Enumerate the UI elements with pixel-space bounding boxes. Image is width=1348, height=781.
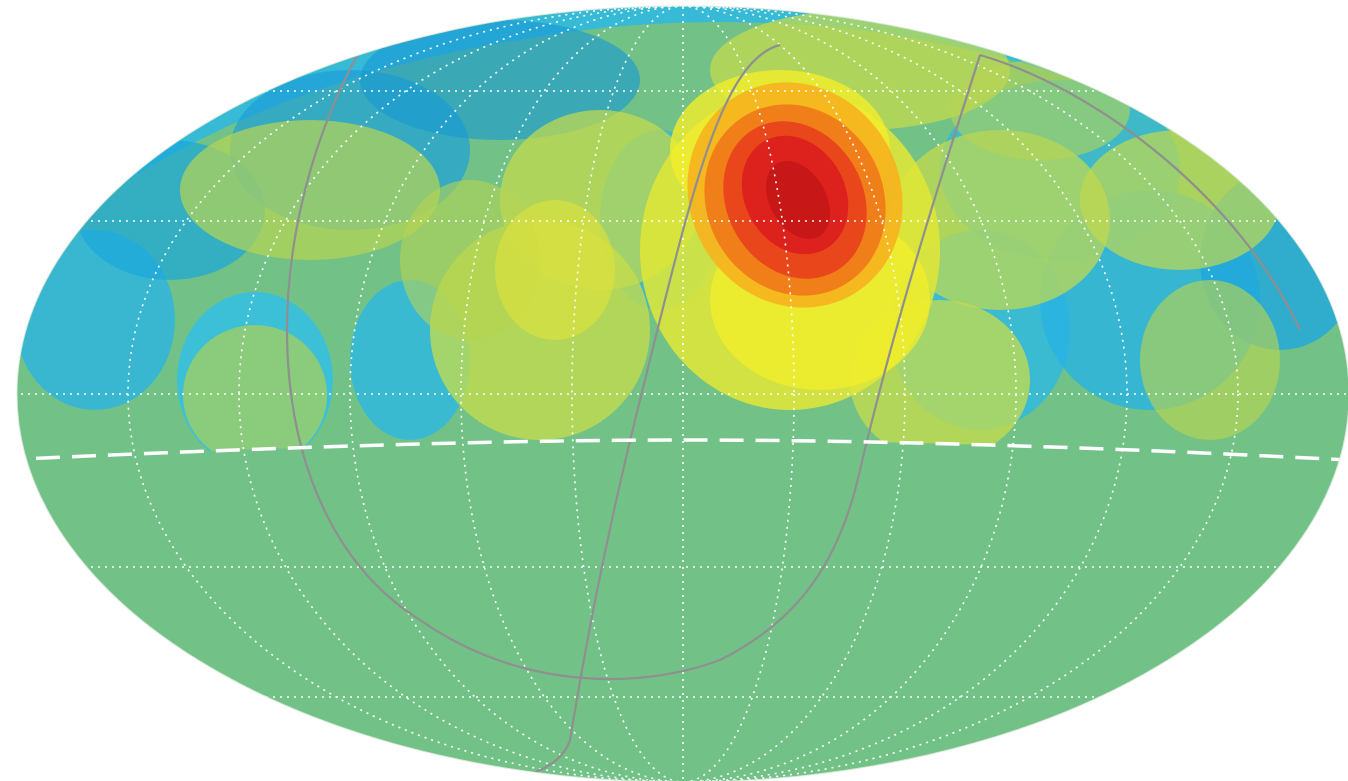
meridian-lines [571, 6, 795, 781]
reference-curves [285, 43, 1301, 781]
reference-curve-2 [479, 43, 781, 781]
reference-curve-1 [285, 49, 982, 681]
map-boundary [16, 5, 1348, 781]
unexposed-region [17, 440, 1348, 781]
hotspot-region [687, 82, 903, 308]
declination-limit-line [17, 438, 1348, 462]
